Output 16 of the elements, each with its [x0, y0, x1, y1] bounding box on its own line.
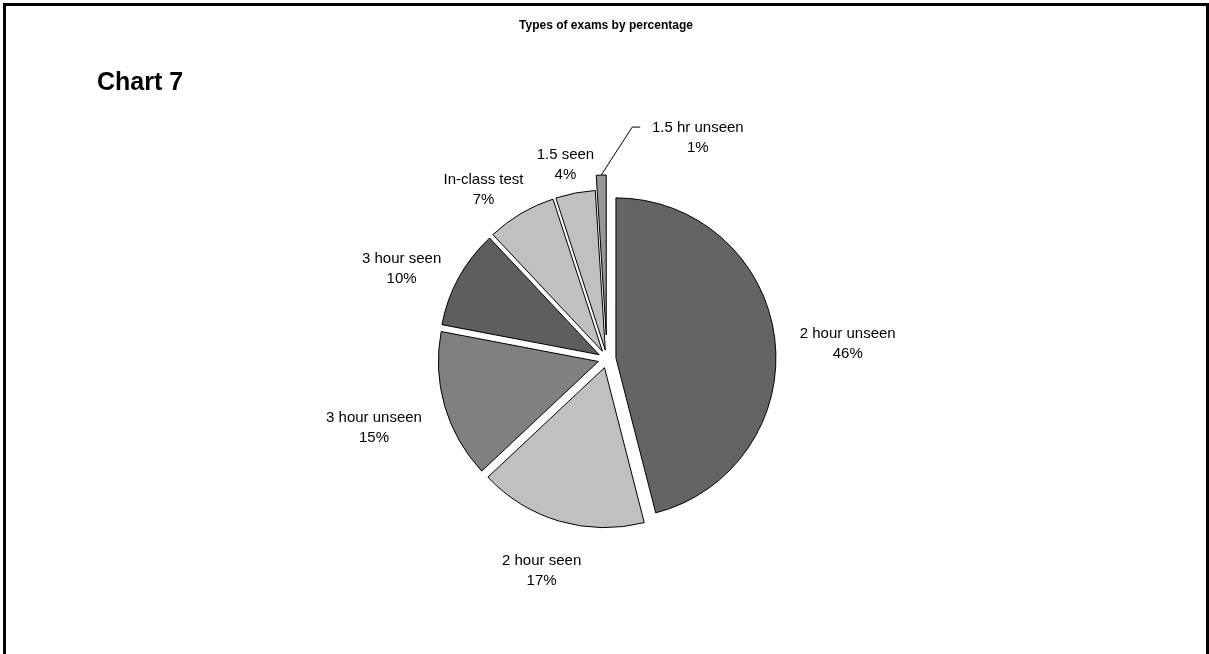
data-label: 7% [472, 190, 495, 208]
slice-label: 2 hour seen [501, 550, 582, 568]
chart-title: Types of exams by percentage [519, 18, 694, 32]
data-label: 46% [832, 343, 863, 361]
data-label: 15% [358, 428, 390, 446]
data-label: 10% [386, 269, 417, 287]
slice-label: 2 hour unseen [799, 323, 896, 341]
slice-label: 1.5 seen [536, 144, 595, 162]
slice-label: 3 hour seen [362, 249, 442, 267]
slice-label: In-class test [443, 170, 525, 188]
caption: Chart 7 [97, 67, 184, 95]
slice-label: 3 hour unseen [326, 408, 422, 426]
data-label: 17% [526, 570, 557, 588]
slice-label: 1.5 hr unseen [651, 118, 744, 136]
data-label: 1% [687, 138, 709, 156]
data-label: 4% [554, 164, 577, 182]
